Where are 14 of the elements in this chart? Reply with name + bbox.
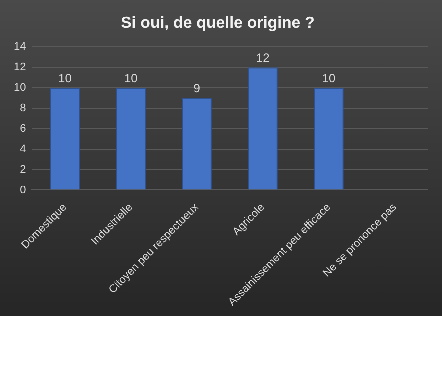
y-tick-label: 2 [20, 164, 26, 176]
y-tick-label: 12 [14, 62, 26, 74]
y-tick-label: 14 [14, 41, 26, 54]
data-label: 12 [256, 50, 270, 65]
y-tick-label: 0 [20, 184, 26, 196]
y-tick-label: 6 [20, 122, 26, 135]
data-label: 9 [194, 82, 201, 96]
data-label: 10 [322, 71, 336, 86]
y-tick-label: 4 [20, 143, 26, 156]
data-label: 10 [58, 71, 72, 86]
y-tick-label: 10 [14, 82, 26, 94]
data-label: 10 [124, 71, 138, 86]
chart-title: Si oui, de quelle origine ? [121, 15, 315, 32]
y-tick-label: 8 [20, 102, 26, 115]
